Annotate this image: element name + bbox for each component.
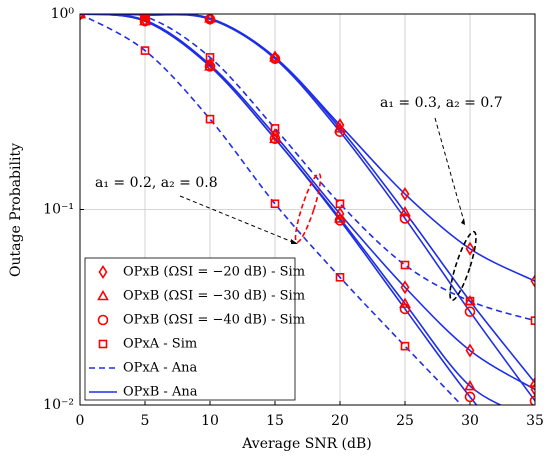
x-tick-label: 20 <box>331 413 349 429</box>
annotation: a₁ = 0.2, a₂ = 0.8 <box>95 175 218 191</box>
marker-triangle <box>529 376 535 388</box>
legend-label: OPxB (ΩSI = −20 dB) - Sim <box>123 265 305 280</box>
marker-triangle <box>269 51 281 62</box>
x-tick-label: 5 <box>141 413 150 429</box>
marker-square <box>335 272 345 282</box>
marker-square <box>530 316 535 325</box>
marker-circle <box>269 133 281 145</box>
x-tick-label: 35 <box>526 413 544 429</box>
marker-circle <box>204 14 216 25</box>
marker-circle <box>464 391 476 403</box>
y-tick-label: 10⁻² <box>43 397 74 413</box>
series-line <box>80 14 478 405</box>
marker-triangle <box>204 60 216 71</box>
x-axis-label: Average SNR (dB) <box>241 436 371 452</box>
marker-diamond <box>530 382 535 397</box>
marker-square <box>335 199 345 209</box>
marker-triangle <box>399 297 411 308</box>
annotation-shapes <box>179 117 477 302</box>
marker-square <box>400 341 410 351</box>
legend-label: OPxA - Sim <box>123 337 197 352</box>
marker-circle <box>269 53 281 65</box>
marker-triangle <box>464 379 476 391</box>
series-line <box>80 14 463 405</box>
marker-square <box>400 260 410 270</box>
marker-circle <box>529 395 535 405</box>
marker-square <box>270 124 280 133</box>
marker-diamond <box>335 206 345 221</box>
x-tick-label: 10 <box>201 413 219 429</box>
y-tick-label: 10⁻¹ <box>43 202 74 218</box>
marker-circle <box>464 306 476 318</box>
marker-square <box>98 339 108 349</box>
marker-circle <box>334 126 346 138</box>
marker-square <box>140 14 150 21</box>
x-tick-label: 0 <box>76 413 85 429</box>
marker-square <box>140 46 150 55</box>
marker-diamond <box>400 187 410 202</box>
marker-triangle <box>269 132 281 144</box>
marker-triangle <box>204 14 216 23</box>
marker-diamond <box>465 241 475 256</box>
marker-circle <box>399 213 411 224</box>
marker-circle <box>97 314 109 326</box>
x-tick-label: 25 <box>396 413 414 429</box>
marker-circle <box>399 303 411 315</box>
marker-diamond <box>335 118 345 133</box>
marker-circle <box>139 15 151 27</box>
marker-square <box>270 199 280 209</box>
marker-triangle <box>334 212 346 223</box>
legend-label: OPxB - Ana <box>123 385 198 400</box>
x-tick-label: 15 <box>266 413 284 429</box>
marker-diamond <box>465 343 475 358</box>
legend-label: OPxA - Ana <box>123 361 198 376</box>
series-line <box>80 14 535 391</box>
y-tick-label: 10⁰ <box>51 6 75 22</box>
marker-square <box>465 296 475 306</box>
plot-frame <box>79 13 536 406</box>
y-axis-label: Outage Probability <box>8 143 24 277</box>
marker-square <box>205 114 215 124</box>
x-tick-label: 30 <box>461 413 479 429</box>
marker-triangle <box>97 289 109 301</box>
legend-box <box>84 257 296 401</box>
marker-square <box>205 53 215 62</box>
marker-triangle <box>399 205 411 217</box>
marker-circle <box>204 61 216 72</box>
legend-label: OPxB (ΩSI = −30 dB) - Sim <box>123 289 305 304</box>
marker-diamond <box>400 280 410 295</box>
annotation: a₁ = 0.3, a₂ = 0.7 <box>380 95 503 111</box>
series-line <box>80 14 535 402</box>
marker-circle <box>334 215 346 226</box>
marker-diamond <box>98 265 108 279</box>
marker-diamond <box>530 274 535 289</box>
marker-diamond <box>270 128 280 143</box>
legend-label: OPxB (ΩSI = −40 dB) - Sim <box>123 313 305 328</box>
